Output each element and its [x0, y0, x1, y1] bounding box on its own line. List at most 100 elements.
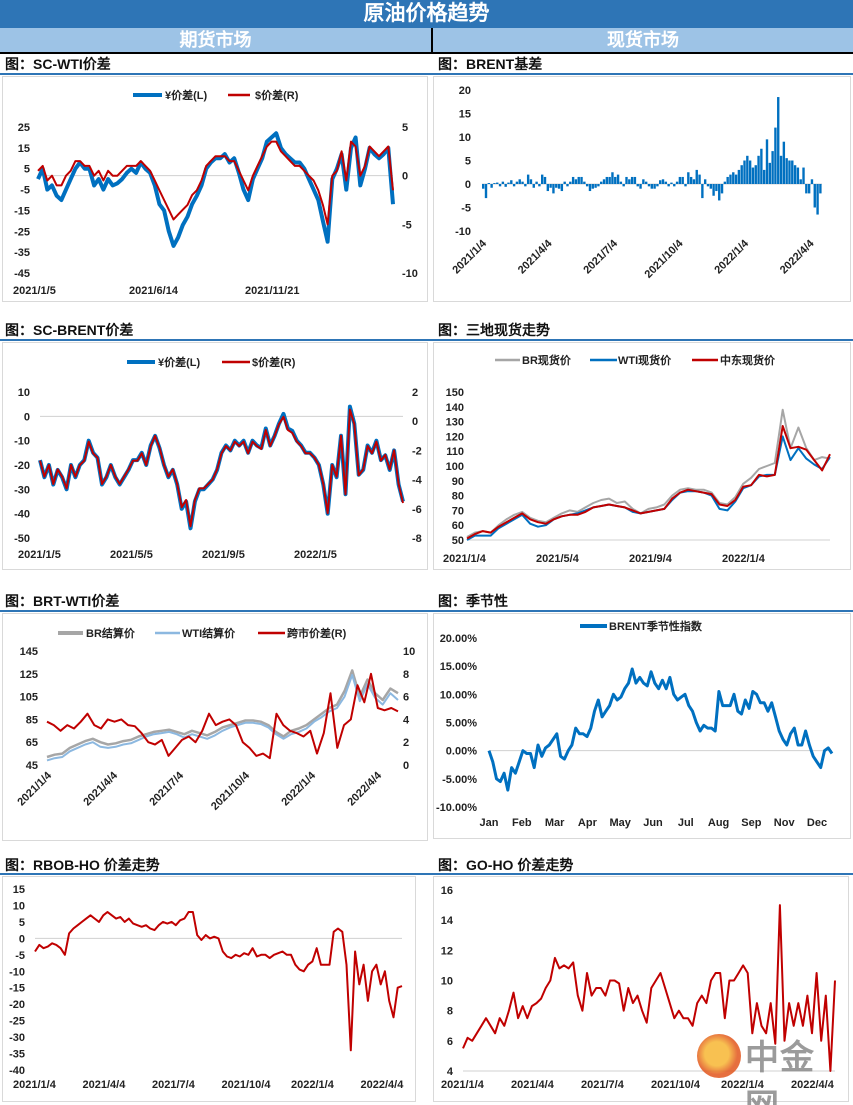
chart-3: 150 140 130 120 110 100 90 80 70 60 50 2021/1/4 2021…	[443, 353, 831, 565]
x-tick-label: 2021/7/4	[152, 1079, 196, 1091]
basis-bar	[538, 184, 541, 187]
y-tick-label: 10	[441, 976, 453, 988]
basis-bar	[653, 184, 656, 189]
basis-bar	[779, 155, 783, 184]
y-tick-label: -25	[9, 1016, 25, 1028]
caption-brt-wti: 图：BRT-WTI价差	[5, 593, 120, 609]
chart-frame-sc-wti	[2, 76, 428, 302]
series-line-0	[487, 667, 834, 792]
basis-bar	[510, 180, 513, 184]
basis-bar	[555, 184, 558, 188]
basis-bar	[600, 181, 603, 184]
basis-bar	[746, 155, 749, 184]
x-tick-label: 2021/10/4	[222, 1079, 272, 1091]
legend-label: BRENT季节性指数	[609, 619, 703, 633]
basis-bar	[675, 181, 679, 184]
basis-bar	[819, 184, 822, 194]
basis-bar	[594, 184, 597, 188]
basis-bar	[768, 162, 771, 184]
basis-bar	[650, 184, 653, 189]
basis-bar	[740, 165, 743, 184]
basis-bar	[793, 165, 797, 184]
caption-brent-basis: 图：BRENT基差	[438, 56, 543, 72]
basis-bar	[515, 181, 519, 184]
basis-bar	[588, 184, 592, 192]
y2-tick-label: 0	[403, 760, 409, 772]
legend-label: 跨市价差(R)	[287, 626, 347, 640]
basis-bar	[524, 184, 527, 187]
y2-tick-label: 6	[403, 692, 409, 704]
basis-bar	[625, 176, 628, 184]
basis-bar	[791, 160, 794, 184]
x-tick-label: May	[609, 817, 631, 829]
basis-bar	[498, 184, 502, 187]
legend-label: $价差(R)	[255, 88, 299, 102]
basis-bar	[597, 184, 600, 187]
y-tick-label: 5	[24, 164, 30, 176]
y-tick-label: 25	[18, 122, 30, 134]
basis-bar	[656, 184, 659, 187]
y-tick-label: 5.00%	[446, 718, 477, 730]
basis-bar	[591, 184, 594, 189]
basis-bar	[698, 174, 701, 184]
basis-bar	[518, 179, 521, 184]
basis-bar	[703, 179, 707, 184]
basis-bar	[810, 179, 814, 184]
basis-bar	[760, 148, 763, 184]
basis-bar	[585, 184, 589, 187]
basis-bar	[807, 184, 811, 194]
x-tick-label: 2021/4/4	[83, 1079, 127, 1091]
x-tick-label: 2021/1/4	[443, 553, 487, 565]
y2-tick-label: 0	[402, 171, 408, 183]
x-tick-label: Mar	[545, 817, 565, 829]
caption-spot-three: 图：三地现货走势	[438, 322, 550, 338]
caption-sc-wti: 图：SC-WTI价差	[5, 56, 111, 72]
y-tick-label: 16	[441, 885, 453, 897]
y-tick-label: -15	[14, 205, 30, 217]
x-tick-label: 2021/10/4	[643, 237, 687, 281]
basis-bar	[577, 176, 580, 184]
basis-bar	[659, 180, 662, 184]
basis-bar	[583, 181, 586, 184]
basis-bar	[490, 184, 493, 188]
basis-bar	[777, 97, 780, 184]
y2-tick-label: 2	[412, 387, 418, 399]
basis-bar	[639, 184, 642, 189]
y-tick-label: 45	[26, 760, 38, 772]
x-tick-label: 2022/4/4	[791, 1079, 835, 1091]
y-tick-label: -45	[14, 268, 30, 280]
x-tick-label: 2021/9/4	[629, 553, 673, 565]
basis-bar	[670, 182, 673, 184]
basis-bar	[557, 184, 561, 189]
y-tick-label: 85	[26, 714, 38, 726]
basis-bar	[667, 184, 670, 187]
basis-bar	[802, 167, 805, 184]
x-tick-label: 2021/1/5	[13, 285, 56, 297]
basis-bar	[706, 184, 710, 187]
x-tick-label: 2022/4/4	[345, 769, 384, 808]
y-tick-label: 100	[446, 461, 464, 473]
legend-label: WTI结算价	[182, 626, 236, 640]
series-line-0	[466, 408, 831, 538]
y-tick-label: 65	[26, 737, 38, 749]
spot-market-header: 现货市场	[433, 28, 853, 54]
basis-bar	[673, 184, 676, 187]
y-tick-label: 0	[465, 179, 471, 191]
y-tick-label: 20.00%	[440, 633, 478, 645]
basis-bar	[796, 167, 800, 184]
basis-bar	[484, 184, 488, 199]
basis-bar	[757, 155, 760, 184]
basis-bar	[636, 184, 639, 187]
section-divider	[0, 339, 853, 341]
x-tick-label: 2021/10/4	[651, 1079, 701, 1091]
x-tick-label: 2021/1/4	[450, 237, 489, 276]
chart-frame-go-ho	[433, 876, 849, 1102]
basis-bar	[633, 176, 637, 184]
basis-bar	[782, 141, 786, 184]
y-tick-label: -40	[14, 509, 30, 521]
y-tick-label: 90	[452, 476, 464, 488]
y-tick-label: 12	[441, 945, 453, 957]
watermark-text: 中金网	[745, 1039, 815, 1105]
basis-bar	[619, 181, 623, 184]
